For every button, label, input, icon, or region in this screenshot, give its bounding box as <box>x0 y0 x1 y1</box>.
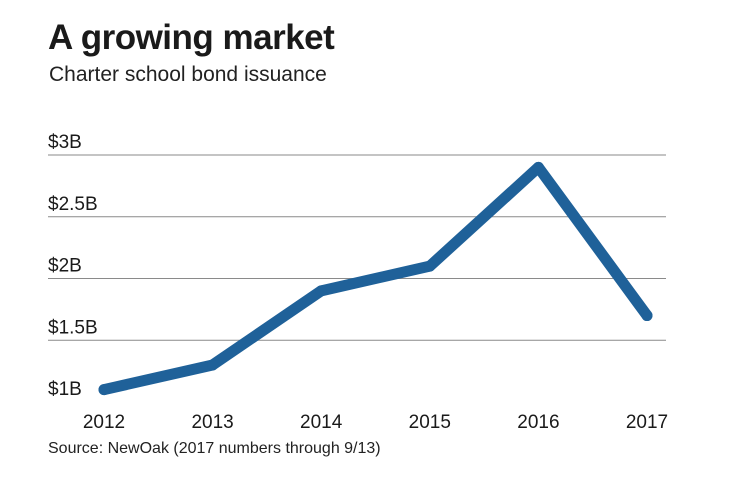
y-tick-label: $2.5B <box>48 194 98 215</box>
data-point <box>532 161 544 173</box>
source-note: Source: NewOak (2017 numbers through 9/1… <box>48 440 381 457</box>
y-tick-label: $3B <box>48 132 82 153</box>
series-line <box>98 161 653 396</box>
x-tick-label: 2014 <box>300 412 343 433</box>
y-axis-tick-labels: $1B $1.5B $2B $2.5B $3B <box>48 132 98 400</box>
chart-title: A growing market <box>48 18 335 57</box>
x-tick-label: 2013 <box>191 412 233 433</box>
x-tick-label: 2016 <box>517 412 559 433</box>
x-tick-label: 2017 <box>626 412 668 433</box>
y-tick-label: $1B <box>48 379 82 400</box>
data-point <box>424 260 436 272</box>
data-point <box>641 310 653 322</box>
x-tick-label: 2012 <box>83 412 125 433</box>
data-point <box>207 359 219 371</box>
chart-subtitle: Charter school bond issuance <box>49 63 327 86</box>
series-layer <box>98 161 653 396</box>
x-axis-tick-labels: 2012 2013 2014 2015 2016 2017 <box>83 412 668 433</box>
data-point <box>315 285 327 297</box>
y-tick-label: $2B <box>48 256 82 277</box>
gridlines <box>48 154 666 341</box>
y-tick-label: $1.5B <box>48 317 98 338</box>
x-tick-label: 2015 <box>409 412 451 433</box>
data-point <box>98 384 110 396</box>
